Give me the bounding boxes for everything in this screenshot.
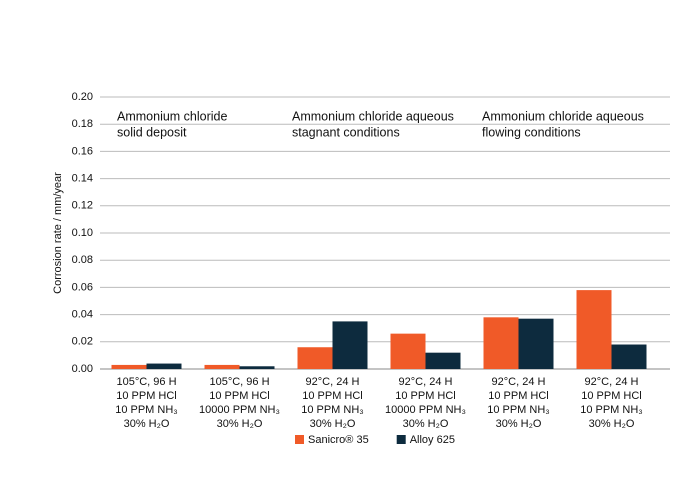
- y-tick-label: 0.20: [72, 91, 93, 103]
- bar: [576, 290, 612, 369]
- annotation: stagnant conditions: [292, 125, 400, 139]
- y-tick-label: 0.14: [72, 173, 93, 185]
- x-tick-label: 30% H₂O: [217, 418, 263, 430]
- x-tick-label: 30% H₂O: [589, 418, 635, 430]
- x-tick-label: 10 PPM HCl: [488, 390, 549, 402]
- x-tick-label: 10 PPM NH₃: [115, 404, 178, 416]
- annotation: Ammonium chloride: [117, 109, 228, 123]
- bar: [611, 344, 647, 369]
- x-tick-label: 10000 PPM NH₃: [385, 404, 466, 416]
- y-tick-label: 0.02: [72, 336, 93, 348]
- annotation: flowing conditions: [482, 125, 581, 139]
- x-tick-label: 30% H₂O: [496, 418, 542, 430]
- legend-label: Sanicro® 35: [308, 434, 369, 446]
- bar: [239, 366, 275, 369]
- legend-swatch: [295, 435, 304, 444]
- y-tick-label: 0.10: [72, 227, 93, 239]
- bar: [146, 363, 182, 369]
- x-tick-label: 10 PPM HCl: [302, 390, 363, 402]
- y-tick-label: 0.18: [72, 118, 93, 130]
- annotation: Ammonium chloride aqueous: [482, 109, 644, 123]
- x-tick-label: 105°C, 96 H: [116, 376, 176, 388]
- x-tick-label: 10000 PPM NH₃: [199, 404, 280, 416]
- y-tick-label: 0.00: [72, 363, 93, 375]
- x-tick-label: 30% H₂O: [124, 418, 170, 430]
- x-tick-label: 105°C, 96 H: [209, 376, 269, 388]
- bar: [483, 317, 519, 369]
- x-tick-label: 92°C, 24 H: [306, 376, 360, 388]
- x-tick-label: 10 PPM NH₃: [487, 404, 550, 416]
- annotation: solid deposit: [117, 125, 187, 139]
- x-tick-label: 30% H₂O: [310, 418, 356, 430]
- legend-swatch: [396, 435, 406, 444]
- x-tick-label: 10 PPM HCl: [209, 390, 270, 402]
- y-tick-label: 0.12: [72, 200, 93, 212]
- x-tick-label: 10 PPM HCl: [581, 390, 642, 402]
- bar: [390, 333, 426, 369]
- bar: [297, 347, 333, 369]
- y-tick-label: 0.08: [72, 254, 93, 266]
- bar: [332, 321, 368, 369]
- y-tick-label: 0.04: [72, 309, 93, 321]
- bar: [425, 352, 461, 369]
- y-tick-label: 0.06: [72, 281, 93, 293]
- x-tick-label: 92°C, 24 H: [399, 376, 453, 388]
- x-tick-label: 10 PPM HCl: [395, 390, 456, 402]
- legend-label: Alloy 625: [410, 434, 455, 446]
- x-tick-label: 10 PPM NH₃: [580, 404, 643, 416]
- bar: [518, 318, 554, 369]
- bar: [111, 364, 147, 369]
- annotation: Ammonium chloride aqueous: [292, 109, 454, 123]
- x-tick-label: 92°C, 24 H: [585, 376, 639, 388]
- y-axis-title: Corrosion rate / mm/year: [52, 172, 64, 294]
- bar: [204, 364, 240, 369]
- x-tick-label: 10 PPM NH₃: [301, 404, 364, 416]
- x-tick-label: 10 PPM HCl: [116, 390, 177, 402]
- y-tick-label: 0.16: [72, 145, 93, 157]
- x-tick-label: 30% H₂O: [403, 418, 449, 430]
- x-tick-label: 92°C, 24 H: [492, 376, 546, 388]
